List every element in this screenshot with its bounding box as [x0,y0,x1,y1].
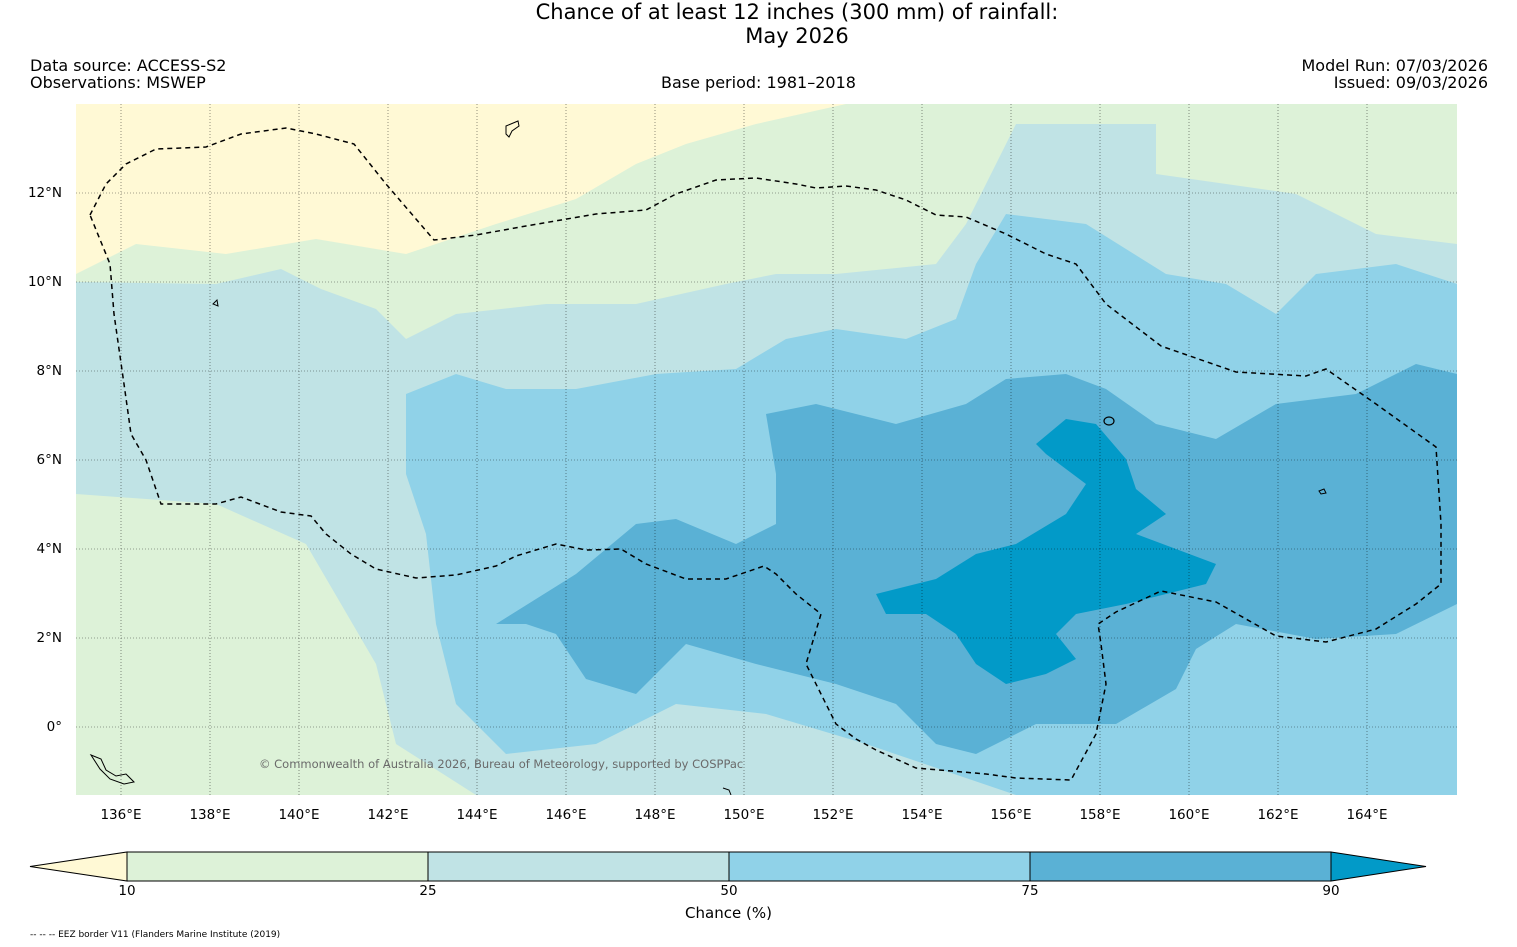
rainfall-map: © Commonwealth of Australia 2026, Bureau… [76,104,1457,795]
colorbar-segment-75-90 [1029,851,1332,882]
lon-tick-140e: 140°E [278,807,320,823]
lon-tick-150e: 150°E [723,807,765,823]
colorbar-title: Chance (%) [685,904,772,922]
colorbar-label-50: 50 [720,883,738,899]
colorbar-segment-25-50 [427,851,730,882]
lon-tick-160e: 160°E [1168,807,1210,823]
lat-tick-2n: 2°N [36,630,62,646]
island-new-guinea-coast [89,753,136,785]
island-chuuk [1103,416,1115,426]
colorbar-segment-10-25 [126,851,429,882]
colorbar-label-10: 10 [118,883,136,899]
island-small-south [722,787,732,795]
colorbar-extend-high [1330,851,1427,882]
lat-tick-12n: 12°N [27,185,62,201]
model-run-text: Model Run: 07/03/2026 [1301,56,1489,75]
lon-tick-144e: 144°E [456,807,498,823]
island-yap [212,298,219,307]
lat-tick-4n: 4°N [36,541,62,557]
colorbar-extend-low [29,851,128,882]
map-title-line1: Chance of at least 12 inches (300 mm) of… [535,0,1059,24]
band-above-90 [876,419,1216,684]
lat-tick-8n: 8°N [36,363,62,379]
lon-tick-152e: 152°E [812,807,854,823]
lon-tick-156e: 156°E [990,807,1032,823]
copyright-text: © Commonwealth of Australia 2026, Bureau… [259,757,743,771]
lon-tick-158e: 158°E [1079,807,1121,823]
issued-text: Issued: 09/03/2026 [1333,73,1488,92]
graticule [76,104,1457,795]
colorbar-label-75: 75 [1021,883,1039,899]
island-guam [505,120,520,138]
lat-tick-10n: 10°N [27,274,62,290]
observations-text: Observations: MSWEP [30,73,206,92]
lon-tick-148e: 148°E [634,807,676,823]
lat-tick-0: 0° [46,719,62,735]
data-source-text: Data source: ACCESS-S2 [30,56,227,75]
island-pohnpei-outline [1318,488,1327,495]
lon-tick-164e: 164°E [1346,807,1388,823]
lon-tick-138e: 138°E [189,807,231,823]
colorbar-segment-50-75 [728,851,1031,882]
colorbar [29,851,1427,882]
lon-tick-146e: 146°E [545,807,587,823]
lon-tick-154e: 154°E [901,807,943,823]
lon-tick-162e: 162°E [1257,807,1299,823]
lon-tick-142e: 142°E [367,807,409,823]
eez-legend-note: -- -- -- EEZ border V11 (Flanders Marine… [30,930,281,940]
colorbar-label-90: 90 [1322,883,1340,899]
eez-border [89,127,1442,781]
map-title-line2: May 2026 [745,24,849,48]
base-period-text: Base period: 1981–2018 [661,73,856,92]
lon-tick-136e: 136°E [100,807,142,823]
lat-tick-6n: 6°N [36,452,62,468]
colorbar-label-25: 25 [419,883,437,899]
